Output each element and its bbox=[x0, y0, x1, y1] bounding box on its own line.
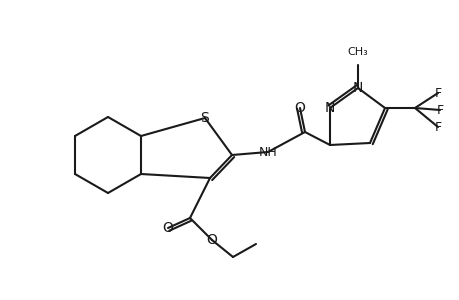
Text: N: N bbox=[352, 81, 363, 95]
Text: O: O bbox=[206, 233, 217, 247]
Text: N: N bbox=[324, 101, 335, 115]
Text: F: F bbox=[433, 86, 441, 100]
Text: F: F bbox=[433, 121, 441, 134]
Text: CH₃: CH₃ bbox=[347, 47, 368, 57]
Text: O: O bbox=[162, 221, 173, 235]
Text: NH: NH bbox=[258, 146, 277, 158]
Text: O: O bbox=[294, 101, 305, 115]
Text: S: S bbox=[200, 111, 209, 125]
Text: F: F bbox=[436, 103, 442, 116]
